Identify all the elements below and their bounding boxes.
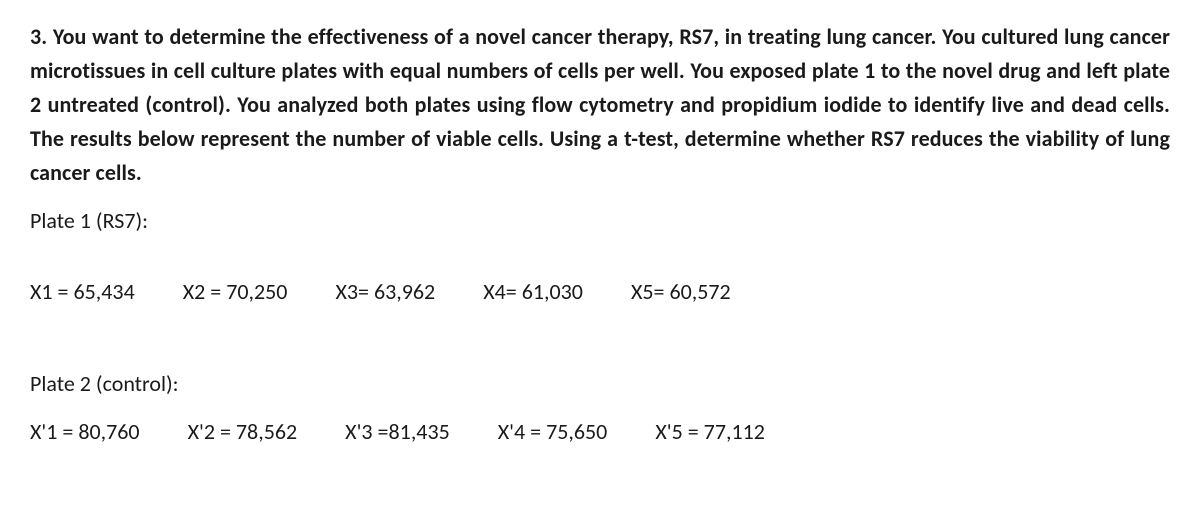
plate2-x3: X'3 =81,435 xyxy=(345,415,450,449)
plate1-x5: X5= 60,572 xyxy=(631,275,731,309)
plate1-label: Plate 1 (RS7): xyxy=(30,204,1170,238)
plate2-x1: X'1 = 80,760 xyxy=(30,415,140,449)
plate1-data-row: X1 = 65,434 X2 = 70,250 X3= 63,962 X4= 6… xyxy=(30,275,1170,309)
plate2-x5: X'5 = 77,112 xyxy=(655,415,765,449)
document-page: 3. You want to determine the effectivene… xyxy=(0,0,1200,505)
plate2-data-row: X'1 = 80,760 X'2 = 78,562 X'3 =81,435 X'… xyxy=(30,415,1170,449)
plate1-x2: X2 = 70,250 xyxy=(183,275,288,309)
plate1-x3: X3= 63,962 xyxy=(335,275,435,309)
plate2-label: Plate 2 (control): xyxy=(30,367,1170,401)
plate1-x1: X1 = 65,434 xyxy=(30,275,135,309)
plate2-x4: X'4 = 75,650 xyxy=(498,415,608,449)
question-text: 3. You want to determine the effectivene… xyxy=(30,20,1170,190)
plate1-x4: X4= 61,030 xyxy=(483,275,583,309)
plate2-x2: X'2 = 78,562 xyxy=(188,415,298,449)
